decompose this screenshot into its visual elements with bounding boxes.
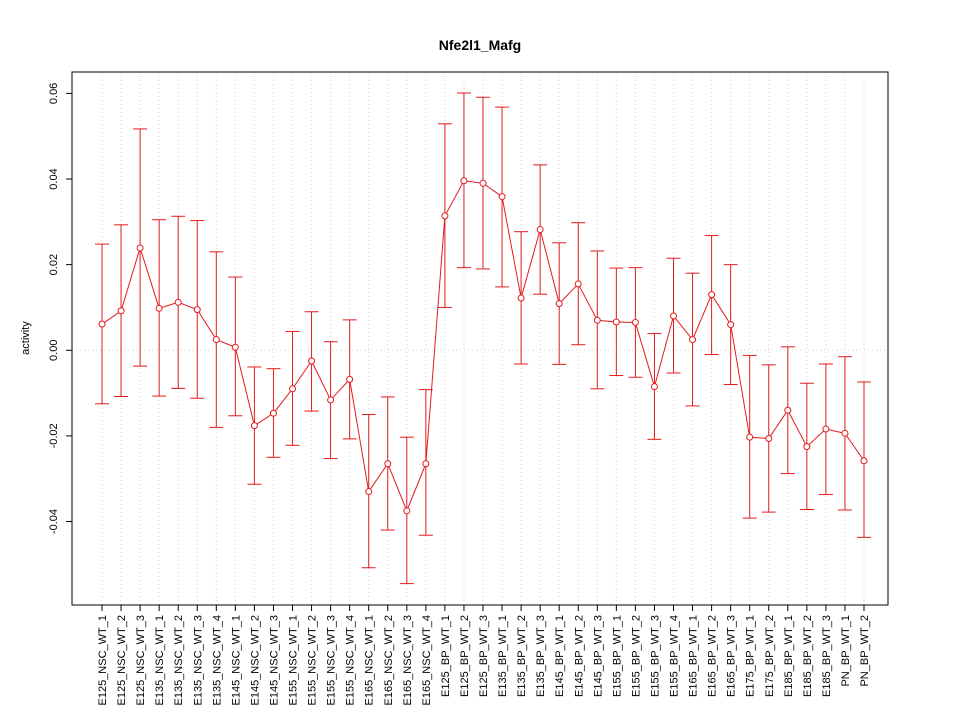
chart-title: Nfe2l1_Mafg [439,37,521,53]
x-tick-label: E165_BP_WT_2 [707,615,719,697]
data-point [612,318,620,326]
data-point [384,460,392,468]
x-tick-label: E155_BP_WT_2 [630,615,642,697]
x-tick-label: E125_NSC_WT_1 [97,615,109,706]
data-point [574,280,582,288]
x-tick-label: E185_BP_WT_1 [783,615,795,697]
data-point [784,406,792,414]
data-point [269,409,277,417]
data-point [841,429,849,437]
x-tick-label: E165_NSC_WT_1 [364,615,376,706]
x-tick-label: E165_NSC_WT_3 [402,615,414,706]
data-point [803,443,811,451]
data-point [689,336,697,344]
data-point [365,488,373,496]
x-tick-label: PN_BP_WT_2 [859,615,871,687]
data-point [822,425,830,433]
x-tick-label: E155_NSC_WT_3 [326,615,338,706]
data-point [346,375,354,383]
data-point [860,457,868,465]
data-point [727,321,735,329]
data-point [746,433,754,441]
x-tick-label: E135_NSC_WT_4 [211,615,223,706]
data-point [765,434,773,442]
data-point [250,422,258,430]
y-tick-label: 0.02 [48,254,60,275]
data-point [155,304,163,312]
y-tick-label: -0.02 [48,423,60,448]
x-tick-label: E125_NSC_WT_3 [135,615,147,706]
data-point [289,385,296,393]
data-point [593,316,601,324]
x-tick-label: E165_BP_WT_1 [688,615,700,697]
x-tick-label: E175_BP_WT_1 [745,615,757,697]
x-tick-label: E155_BP_WT_1 [611,615,623,697]
data-point [212,336,220,344]
x-tick-label: E155_NSC_WT_4 [345,615,357,706]
x-tick-label: E175_BP_WT_2 [764,615,776,697]
y-axis-label: activity [20,321,32,355]
data-point [174,298,182,306]
y-tick-label: 0.00 [48,340,60,361]
x-tick-label: E145_NSC_WT_2 [249,615,261,706]
x-tick-label: E125_BP_WT_3 [478,615,490,697]
data-point [479,179,487,187]
data-point [403,507,411,515]
grid [72,72,888,605]
x-axis: E125_NSC_WT_1 E125_NSC_WT_2 E125_NSC_WT_3 E… [97,605,871,706]
x-tick-label: E145_BP_WT_2 [573,615,585,697]
data-point [708,291,716,299]
data-point [117,307,125,315]
y-axis: -0.04 -0.02 0.00 0.02 0.04 0.06 [48,83,72,534]
y-tick-label: 0.04 [48,168,60,189]
series [95,92,871,585]
x-tick-label: PN_BP_WT_1 [840,615,852,687]
x-tick-label: E165_NSC_WT_2 [383,615,395,706]
x-tick-label: E145_BP_WT_1 [554,615,566,697]
x-tick-label: E135_NSC_WT_2 [173,615,185,706]
data-point [631,318,639,326]
x-tick-label: E155_NSC_WT_1 [288,615,300,706]
x-tick-label: E145_NSC_WT_3 [268,615,280,706]
x-tick-label: E185_BP_WT_3 [821,615,833,697]
data-point [498,193,506,201]
data-point [555,300,563,308]
x-tick-label: E185_BP_WT_2 [802,615,814,697]
x-tick-label: E165_NSC_WT_4 [421,615,433,706]
x-tick-label: E135_BP_WT_3 [535,615,547,697]
y-tick-label: 0.06 [48,83,60,104]
x-tick-label: E155_NSC_WT_2 [307,615,319,706]
y-tick-label: -0.04 [48,509,60,534]
x-tick-label: E125_BP_WT_2 [459,615,471,697]
x-tick-label: E135_BP_WT_2 [516,615,528,697]
x-tick-label: E145_NSC_WT_1 [230,615,242,706]
x-tick-label: E155_BP_WT_3 [649,615,661,697]
x-tick-label: E155_BP_WT_4 [669,615,681,697]
x-tick-label: E135_NSC_WT_1 [154,615,166,706]
data-point [231,343,239,351]
x-tick-label: E145_BP_WT_3 [592,615,604,697]
data-point [650,383,658,391]
data-point [460,177,468,185]
data-point [441,212,449,220]
data-point [670,312,677,320]
data-point [327,396,335,404]
data-point [193,306,201,314]
data-point [308,357,316,365]
x-tick-label: E135_BP_WT_1 [497,615,509,697]
data-point [98,320,106,328]
x-tick-label: E125_BP_WT_1 [440,615,452,697]
data-point [517,294,525,302]
x-tick-label: E135_NSC_WT_3 [192,615,204,706]
data-point [422,460,430,468]
x-tick-label: E165_BP_WT_3 [726,615,738,697]
data-point [536,226,544,234]
x-tick-label: E125_NSC_WT_2 [116,615,128,706]
data-point [136,244,144,252]
plot-frame [71,71,889,606]
